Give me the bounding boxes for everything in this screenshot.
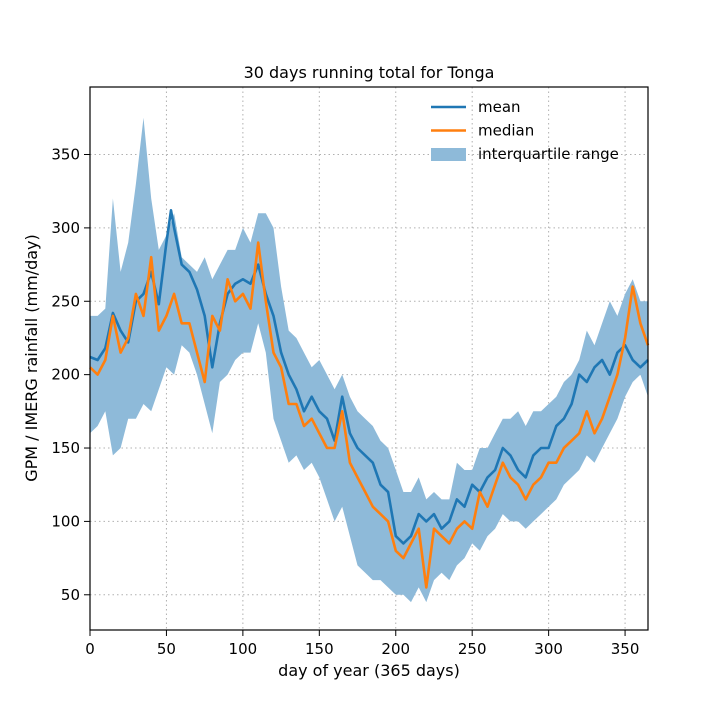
iqr-band bbox=[90, 117, 648, 603]
x-tick-label: 350 bbox=[611, 640, 640, 658]
legend-median-label: median bbox=[478, 122, 534, 140]
y-tick-label: 150 bbox=[51, 439, 80, 457]
y-tick-label: 250 bbox=[51, 292, 80, 310]
x-tick-label: 250 bbox=[458, 640, 487, 658]
y-tick-label: 100 bbox=[51, 512, 80, 530]
plot-frame bbox=[89, 86, 649, 631]
legend-iqr-swatch bbox=[431, 148, 466, 161]
iqr-area bbox=[90, 117, 648, 603]
y-tick-label: 50 bbox=[61, 586, 80, 604]
x-axis-label: day of year (365 days) bbox=[278, 661, 460, 680]
x-tick-label: 50 bbox=[157, 640, 176, 658]
x-tick-label: 200 bbox=[381, 640, 410, 658]
chart-title: 30 days running total for Tonga bbox=[244, 63, 495, 82]
x-ticks: 0 50 100 150 200 250 300 350 bbox=[85, 630, 639, 658]
legend: mean median interquartile range bbox=[431, 98, 619, 163]
x-tick-label: 0 bbox=[85, 640, 95, 658]
y-tick-label: 300 bbox=[51, 219, 80, 237]
series-lines bbox=[89, 209, 650, 589]
y-tick-label: 200 bbox=[51, 366, 80, 384]
y-tick-label: 350 bbox=[51, 146, 80, 164]
mean-line bbox=[89, 209, 649, 545]
x-tick-label: 100 bbox=[229, 640, 258, 658]
legend-iqr-label: interquartile range bbox=[478, 145, 619, 163]
median-line bbox=[89, 241, 650, 589]
y-ticks: 50 100 150 200 250 300 350 bbox=[51, 146, 90, 604]
y-axis-label: GPM / IMERG rainfall (mm/day) bbox=[22, 234, 41, 482]
x-tick-label: 150 bbox=[305, 640, 334, 658]
x-tick-label: 300 bbox=[534, 640, 563, 658]
legend-mean-label: mean bbox=[478, 98, 521, 116]
